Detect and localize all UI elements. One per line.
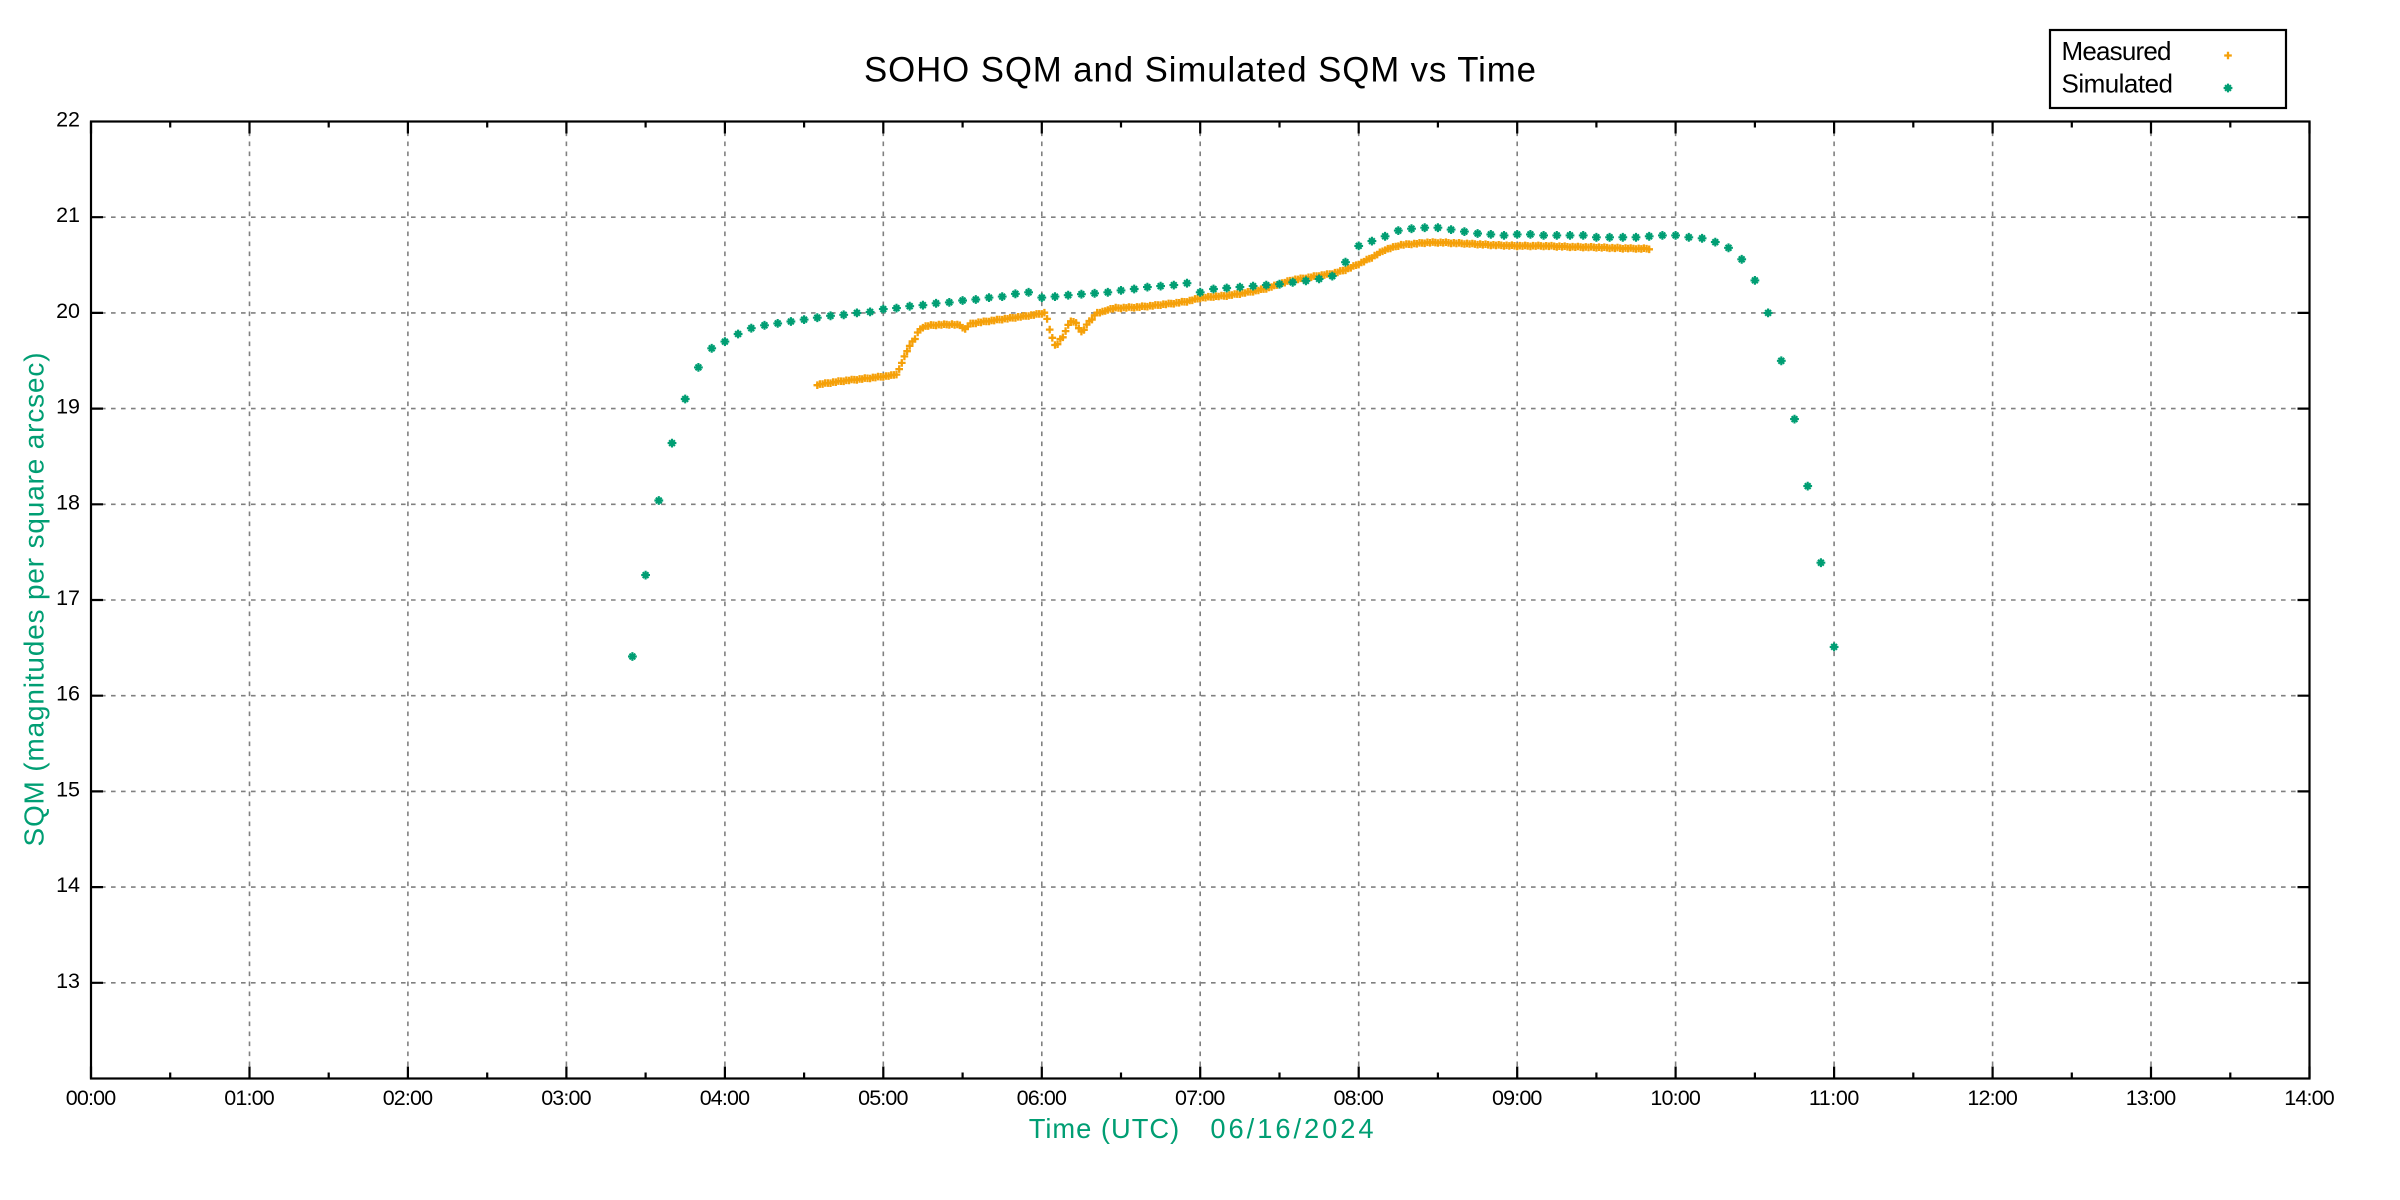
svg-text:01:00: 01:00 bbox=[224, 1086, 274, 1110]
svg-text:02:00: 02:00 bbox=[383, 1086, 433, 1110]
svg-text:14:00: 14:00 bbox=[2284, 1086, 2334, 1110]
svg-text:03:00: 03:00 bbox=[541, 1086, 591, 1110]
svg-text:Time (UTC): Time (UTC) bbox=[1029, 1113, 1180, 1144]
svg-text:12:00: 12:00 bbox=[1967, 1086, 2017, 1110]
svg-text:20: 20 bbox=[56, 299, 80, 323]
svg-text:21: 21 bbox=[56, 203, 80, 227]
svg-text:14: 14 bbox=[56, 873, 80, 897]
svg-text:19: 19 bbox=[56, 395, 80, 419]
svg-text:Simulated: Simulated bbox=[2062, 69, 2174, 99]
svg-text:05:00: 05:00 bbox=[858, 1086, 908, 1110]
svg-text:18: 18 bbox=[56, 490, 80, 514]
svg-text:00:00: 00:00 bbox=[66, 1086, 116, 1110]
svg-text:07:00: 07:00 bbox=[1175, 1086, 1225, 1110]
svg-text:06:00: 06:00 bbox=[1017, 1086, 1067, 1110]
svg-text:13: 13 bbox=[56, 969, 80, 993]
svg-text:SQM (magnitudes per square arc: SQM (magnitudes per square arcsec) bbox=[18, 353, 49, 847]
svg-text:08:00: 08:00 bbox=[1334, 1086, 1384, 1110]
svg-text:22: 22 bbox=[56, 108, 80, 132]
svg-text:10:00: 10:00 bbox=[1650, 1086, 1700, 1110]
svg-text:16: 16 bbox=[56, 682, 80, 706]
svg-text:Measured: Measured bbox=[2062, 36, 2172, 66]
svg-text:13:00: 13:00 bbox=[2126, 1086, 2176, 1110]
svg-text:17: 17 bbox=[56, 586, 80, 610]
svg-text:11:00: 11:00 bbox=[1809, 1086, 1859, 1110]
svg-text:SOHO SQM and Simulated SQM vs: SOHO SQM and Simulated SQM vs Time bbox=[864, 51, 1536, 90]
svg-text:09:00: 09:00 bbox=[1492, 1086, 1542, 1110]
svg-text:15: 15 bbox=[56, 777, 80, 801]
svg-text:04:00: 04:00 bbox=[700, 1086, 750, 1110]
